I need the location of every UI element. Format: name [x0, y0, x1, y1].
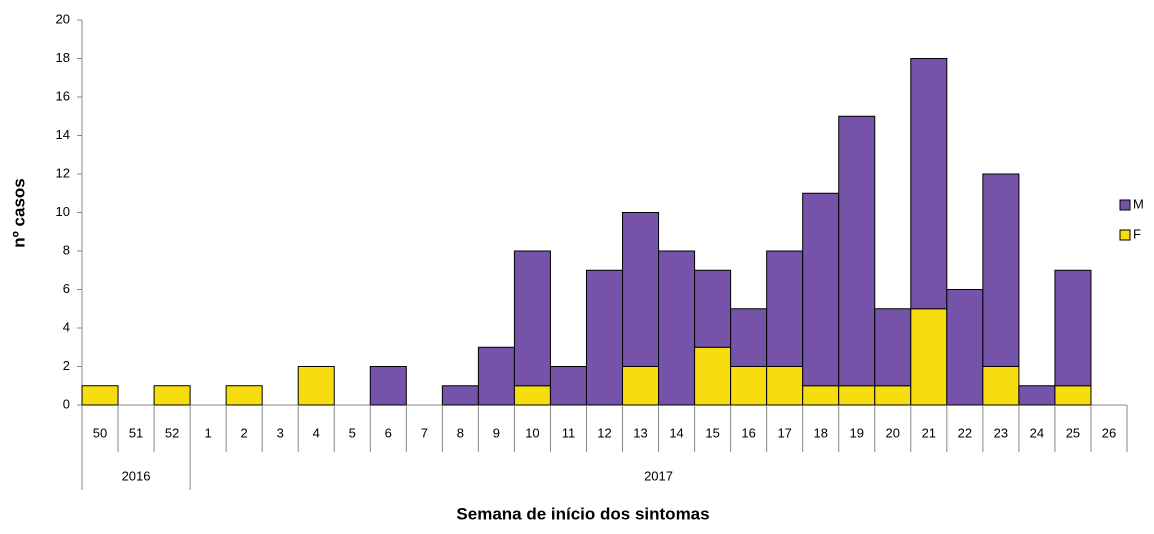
bar	[910, 58, 948, 310]
bar	[658, 250, 696, 406]
x-tick-label: 23	[994, 425, 1008, 440]
y-tick-label: 12	[56, 165, 70, 180]
bar	[982, 173, 1020, 367]
bar	[1054, 269, 1092, 387]
x-tick-label: 18	[813, 425, 827, 440]
bar	[730, 308, 768, 367]
bar	[477, 346, 515, 406]
x-tick-label: 52	[165, 425, 179, 440]
x-axis-title: Semana de início dos sintomas	[456, 504, 709, 523]
legend-swatch	[1119, 199, 1131, 211]
bar	[730, 366, 768, 406]
x-tick-label: 16	[741, 425, 755, 440]
x-tick-label: 12	[597, 425, 611, 440]
x-tick-label: 4	[313, 425, 320, 440]
x-tick-label: 22	[958, 425, 972, 440]
bar	[910, 308, 948, 406]
bar	[513, 250, 551, 387]
x-tick-label: 17	[777, 425, 791, 440]
bar	[694, 346, 732, 406]
bar	[946, 289, 984, 406]
x-tick-label: 15	[705, 425, 719, 440]
y-axis-title: nº casos	[9, 178, 28, 248]
bar	[622, 366, 660, 406]
bar	[441, 385, 479, 406]
legend-swatch	[1119, 229, 1131, 241]
x-tick-label: 5	[349, 425, 356, 440]
x-tick-label: 14	[669, 425, 683, 440]
y-tick-label: 18	[56, 50, 70, 65]
x-tick-label: 50	[93, 425, 107, 440]
group-label: 2016	[122, 468, 151, 483]
x-tick-label: 25	[1066, 425, 1080, 440]
bar	[802, 385, 840, 406]
y-tick-label: 16	[56, 88, 70, 103]
bar	[1054, 385, 1092, 406]
bar	[874, 308, 912, 387]
x-tick-label: 26	[1102, 425, 1116, 440]
x-tick-label: 11	[562, 425, 576, 440]
bar	[369, 366, 407, 406]
y-tick-label: 2	[63, 358, 70, 373]
x-tick-label: 19	[850, 425, 864, 440]
bar	[153, 385, 191, 406]
x-tick-label: 1	[205, 425, 212, 440]
bar	[694, 269, 732, 348]
bar	[81, 385, 119, 406]
bar	[622, 212, 660, 367]
group-label: 2017	[644, 468, 673, 483]
x-tick-label: 9	[493, 425, 500, 440]
bar	[513, 385, 551, 406]
x-tick-label: 10	[525, 425, 539, 440]
x-tick-label: 51	[129, 425, 143, 440]
x-tick-label: 24	[1030, 425, 1044, 440]
x-tick-label: 21	[922, 425, 936, 440]
x-tick-label: 6	[385, 425, 392, 440]
bar	[225, 385, 263, 406]
x-tick-label: 3	[277, 425, 284, 440]
bar	[766, 366, 804, 406]
y-tick-label: 0	[63, 396, 70, 411]
bar	[874, 385, 912, 406]
bar	[766, 250, 804, 367]
y-tick-label: 6	[63, 281, 70, 296]
bar	[838, 385, 876, 406]
x-tick-label: 8	[457, 425, 464, 440]
bar	[297, 366, 335, 406]
x-tick-label: 7	[421, 425, 428, 440]
y-tick-label: 10	[56, 204, 70, 219]
bar	[1018, 385, 1056, 406]
y-tick-label: 14	[56, 127, 70, 142]
bar	[585, 269, 624, 406]
legend-label: F	[1133, 226, 1141, 241]
bar	[982, 366, 1020, 406]
y-tick-label: 8	[63, 242, 70, 257]
x-tick-label: 20	[886, 425, 900, 440]
bar	[838, 115, 876, 387]
y-tick-label: 4	[63, 319, 70, 334]
x-tick-label: 2	[241, 425, 248, 440]
bar	[549, 366, 587, 406]
y-tick-label: 20	[56, 11, 70, 26]
x-tick-label: 13	[633, 425, 647, 440]
bar	[802, 192, 840, 387]
legend-label: M	[1133, 196, 1144, 211]
